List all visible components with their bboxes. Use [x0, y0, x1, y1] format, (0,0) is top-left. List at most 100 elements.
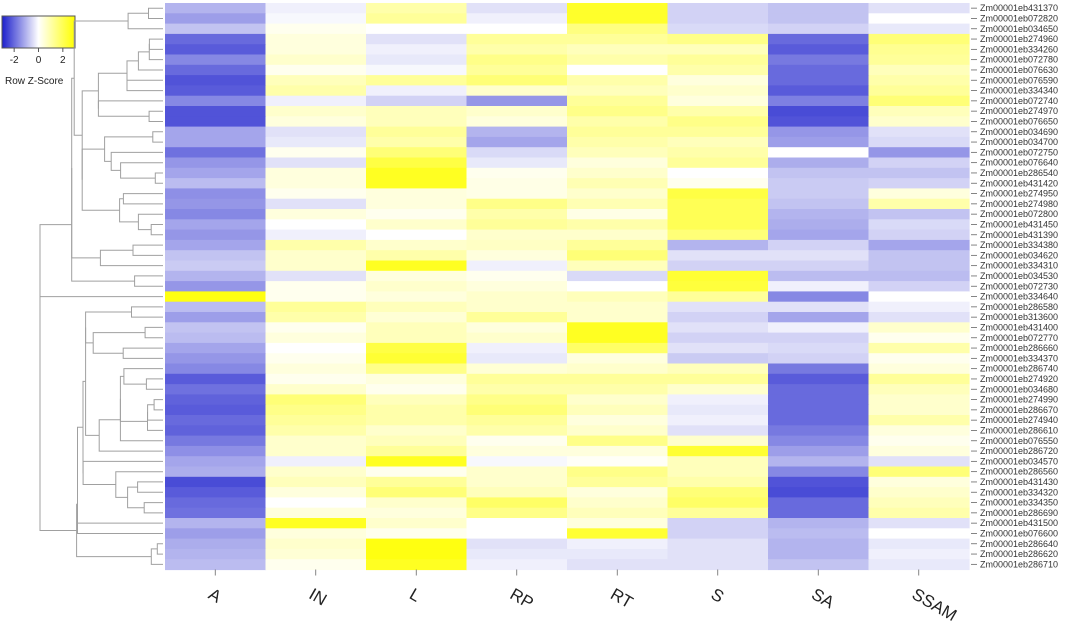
dendrogram-branch — [134, 275, 163, 287]
row-label: Zm00001eb334370 — [980, 353, 1058, 363]
heatmap-cell — [165, 301, 267, 313]
heatmap-cell — [667, 188, 769, 200]
heatmap-cell — [667, 33, 769, 45]
heatmap-cell — [567, 209, 669, 220]
heatmap-cell — [667, 219, 769, 231]
row-label: Zm00001eb286640 — [980, 539, 1058, 549]
heatmap-cell — [165, 281, 267, 292]
heatmap-cell — [768, 528, 870, 540]
heatmap-cell — [165, 260, 267, 272]
heatmap-cell — [165, 312, 267, 323]
dendrogram-branch — [126, 60, 139, 86]
dendrogram-branch — [131, 306, 163, 318]
heatmap-cell — [165, 44, 267, 56]
heatmap-cell — [165, 363, 267, 375]
heatmap-cell — [265, 466, 367, 478]
dendrogram-branch — [122, 193, 163, 205]
heatmap-cell — [768, 219, 870, 231]
heatmap-cell — [366, 23, 468, 35]
heatmap-cell — [868, 64, 970, 76]
heatmap-cell — [868, 476, 970, 488]
dendrogram-branch — [137, 481, 163, 493]
heatmap-cell — [165, 559, 267, 571]
heatmap-cell — [567, 507, 669, 519]
heatmap-cell — [768, 394, 870, 406]
heatmap-cell — [366, 404, 468, 416]
heatmap-cell — [466, 64, 568, 76]
row-label: Zm00001eb274970 — [980, 106, 1058, 116]
heatmap-cell — [366, 342, 468, 354]
dendrogram-branch — [148, 43, 163, 61]
heatmap-cell — [567, 64, 669, 76]
heatmap-cell — [466, 157, 568, 169]
dendrogram-branch — [85, 311, 132, 344]
row-label: Zm00001eb334380 — [980, 240, 1058, 250]
heatmap-cell — [868, 178, 970, 189]
heatmap-cell — [265, 44, 367, 56]
heatmap-cell — [366, 507, 468, 519]
heatmap-cell — [567, 147, 669, 159]
heatmap-cell — [567, 559, 669, 571]
heatmap-cell — [165, 3, 267, 14]
heatmap-cell — [265, 332, 367, 344]
heatmap-cell — [768, 425, 870, 437]
heatmap-cell — [466, 404, 568, 416]
heatmap-cell — [567, 281, 669, 292]
dendrogram-branch — [92, 332, 146, 354]
heatmap-cell — [165, 466, 267, 478]
heatmap-cell — [366, 188, 468, 200]
heatmap-cell — [265, 198, 367, 210]
heatmap-cell — [868, 425, 970, 437]
heatmap-cell — [466, 188, 568, 200]
heatmap-cell — [868, 322, 970, 334]
heatmap-cell — [466, 487, 568, 498]
heatmap-cell — [567, 44, 669, 56]
heatmap-cell — [868, 301, 970, 313]
heatmap-cell — [366, 209, 468, 220]
heatmap-cell — [366, 167, 468, 179]
heatmap-cell — [265, 95, 367, 107]
heatmap-cell — [868, 106, 970, 117]
row-label: Zm00001eb431430 — [980, 477, 1058, 487]
heatmap-cell — [466, 13, 568, 25]
heatmap-cell — [265, 507, 367, 519]
heatmap-cell — [667, 332, 769, 344]
heatmap-cell — [165, 322, 267, 334]
heatmap-cell — [768, 3, 870, 14]
heatmap-cell — [265, 445, 367, 457]
heatmap-cell — [868, 445, 970, 457]
heatmap-cell — [868, 312, 970, 323]
heatmap-cell — [466, 95, 568, 107]
heatmap-cell — [667, 487, 769, 498]
heatmap-cell — [366, 384, 468, 395]
heatmap-cell — [768, 435, 870, 447]
row-label: Zm00001eb076640 — [980, 158, 1058, 168]
dendrogram-branch — [147, 411, 163, 431]
heatmap-cell — [567, 445, 669, 457]
heatmap-cell — [868, 466, 970, 478]
row-label: Zm00001eb334640 — [980, 292, 1058, 302]
dendrogram-branch — [104, 136, 153, 162]
heatmap-cell — [366, 147, 468, 159]
heatmap-cell — [165, 270, 267, 282]
heatmap-cell — [466, 229, 568, 241]
heatmap-cell — [768, 518, 870, 529]
heatmap-cell — [567, 126, 669, 138]
heatmap-cell — [768, 322, 870, 334]
heatmap-cell — [466, 373, 568, 385]
heatmap-cell — [667, 116, 769, 128]
heatmap-cell — [667, 538, 769, 550]
heatmap-cell — [667, 44, 769, 56]
heatmap-cell — [466, 281, 568, 292]
heatmap-cell — [165, 456, 267, 468]
heatmap-cell — [768, 559, 870, 571]
heatmap-cell — [667, 363, 769, 375]
heatmap-cell — [265, 322, 367, 334]
heatmap-cell — [265, 219, 367, 231]
color-key-legend: -2 0 2 Row Z-Score — [1, 15, 76, 87]
heatmap-cell — [165, 147, 267, 159]
row-label: Zm00001eb034700 — [980, 137, 1058, 147]
heatmap-cell — [768, 167, 870, 179]
dendrogram-branch — [132, 244, 163, 256]
dendrogram-branch — [71, 77, 101, 259]
